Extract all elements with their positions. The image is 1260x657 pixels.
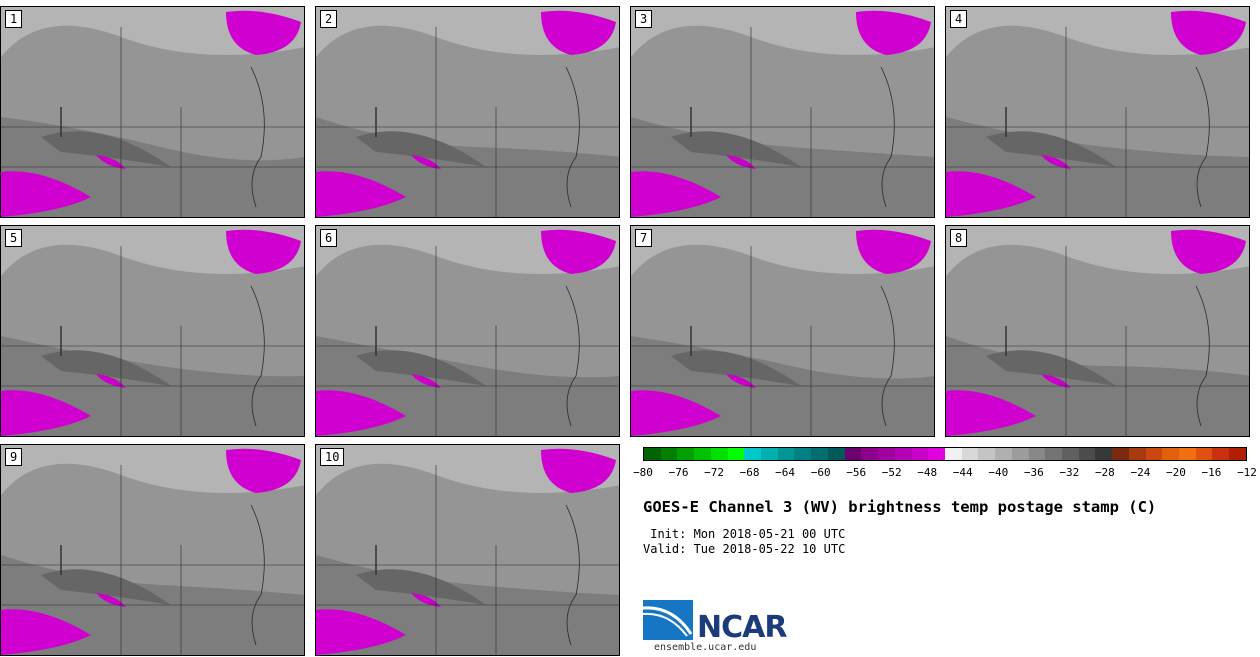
map-panel: 6 <box>315 225 620 437</box>
colorbar-swatch <box>844 448 862 460</box>
map-image <box>1 445 304 655</box>
colorbar-swatch <box>928 448 945 460</box>
panel-label: 1 <box>5 10 23 28</box>
valid-time: Valid: Tue 2018-05-22 10 UTC <box>643 542 846 556</box>
colorbar-tick-label: −32 <box>1059 466 1080 479</box>
colorbar-swatch <box>1195 448 1213 460</box>
colorbar-tick-label: −48 <box>917 466 938 479</box>
colorbar-tick-label: −24 <box>1130 466 1151 479</box>
colorbar-tick-label: −68 <box>739 466 760 479</box>
colorbar-tick-label: −44 <box>952 466 973 479</box>
colorbar-tick-label: −28 <box>1094 466 1115 479</box>
panel-label: 10 <box>320 448 345 466</box>
colorbar-tick-label: −72 <box>704 466 724 479</box>
colorbar-tick-label: −52 <box>881 466 902 479</box>
panel-label: 6 <box>320 229 338 247</box>
colorbar-swatch <box>1229 448 1246 460</box>
colorbar-swatch <box>911 448 929 460</box>
map-image <box>316 7 619 217</box>
init-time: Init: Mon 2018-05-21 00 UTC <box>643 527 846 541</box>
colorbar-tick-label: −36 <box>1023 466 1044 479</box>
colorbar-swatch <box>1162 448 1179 460</box>
panel-label: 8 <box>950 229 968 247</box>
figure-title: GOES-E Channel 3 (WV) brightness temp po… <box>643 498 1157 516</box>
colorbar-swatch <box>744 448 762 460</box>
map-image <box>631 7 934 217</box>
colorbar-swatch <box>827 448 845 460</box>
colorbar-tick-label: −80 <box>633 466 653 479</box>
colorbar-swatch <box>811 448 828 460</box>
colorbar-swatch <box>794 448 812 460</box>
colorbar-tick-label: −64 <box>775 466 796 479</box>
colorbar-tick-label: −20 <box>1166 466 1186 479</box>
colorbar-swatch <box>1112 448 1129 460</box>
colorbar-swatch <box>861 448 879 460</box>
logo-url: ensemble.ucar.edu <box>654 642 757 653</box>
colorbar-swatch <box>1128 448 1146 460</box>
colorbar-swatch <box>1179 448 1196 460</box>
map-panel: 1 <box>0 6 305 218</box>
colorbar-swatch <box>878 448 895 460</box>
map-image <box>1 7 304 217</box>
map-image <box>946 226 1249 436</box>
map-panel: 5 <box>0 225 305 437</box>
colorbar-swatch <box>1078 448 1096 460</box>
colorbar-swatch <box>1028 448 1046 460</box>
colorbar-swatch <box>1212 448 1230 460</box>
map-panel: 2 <box>315 6 620 218</box>
colorbar-swatch <box>1145 448 1163 460</box>
colorbar-tick-label: −40 <box>988 466 1009 479</box>
map-panel: 4 <box>945 6 1250 218</box>
colorbar <box>643 447 1247 461</box>
colorbar-swatch <box>978 448 996 460</box>
colorbar-swatch <box>710 448 728 460</box>
colorbar-swatch <box>1061 448 1079 460</box>
panel-label: 7 <box>635 229 653 247</box>
panel-label: 4 <box>950 10 968 28</box>
colorbar-swatch <box>660 448 678 460</box>
colorbar-swatch <box>694 448 711 460</box>
map-image <box>946 7 1249 217</box>
colorbar-tick-label: −76 <box>668 466 689 479</box>
colorbar-swatch <box>761 448 778 460</box>
colorbar-tick-label: −60 <box>810 466 831 479</box>
colorbar-swatch <box>677 448 695 460</box>
map-image <box>316 445 619 655</box>
map-panel: 3 <box>630 6 935 218</box>
panel-label: 5 <box>5 229 23 247</box>
colorbar-swatch <box>961 448 979 460</box>
colorbar-tick-label: −16 <box>1201 466 1222 479</box>
panel-label: 9 <box>5 448 23 466</box>
ncar-logo-icon <box>643 600 693 640</box>
map-panel: 7 <box>630 225 935 437</box>
colorbar-swatch <box>995 448 1012 460</box>
map-image <box>316 226 619 436</box>
colorbar-swatch <box>727 448 745 460</box>
colorbar-tick-label: −12 <box>1237 466 1257 479</box>
map-image <box>1 226 304 436</box>
colorbar-swatch <box>1045 448 1062 460</box>
panel-label: 3 <box>635 10 653 28</box>
panel-label: 2 <box>320 10 338 28</box>
colorbar-swatch <box>1095 448 1113 460</box>
colorbar-swatch <box>777 448 795 460</box>
map-image <box>631 226 934 436</box>
map-panel: 8 <box>945 225 1250 437</box>
logo-text: NCAR <box>697 610 787 645</box>
colorbar-swatch <box>944 448 962 460</box>
colorbar-swatch <box>644 448 661 460</box>
colorbar-swatch <box>894 448 912 460</box>
map-panel: 9 <box>0 444 305 656</box>
map-panel: 10 <box>315 444 620 656</box>
colorbar-swatch <box>1011 448 1029 460</box>
colorbar-tick-label: −56 <box>846 466 867 479</box>
